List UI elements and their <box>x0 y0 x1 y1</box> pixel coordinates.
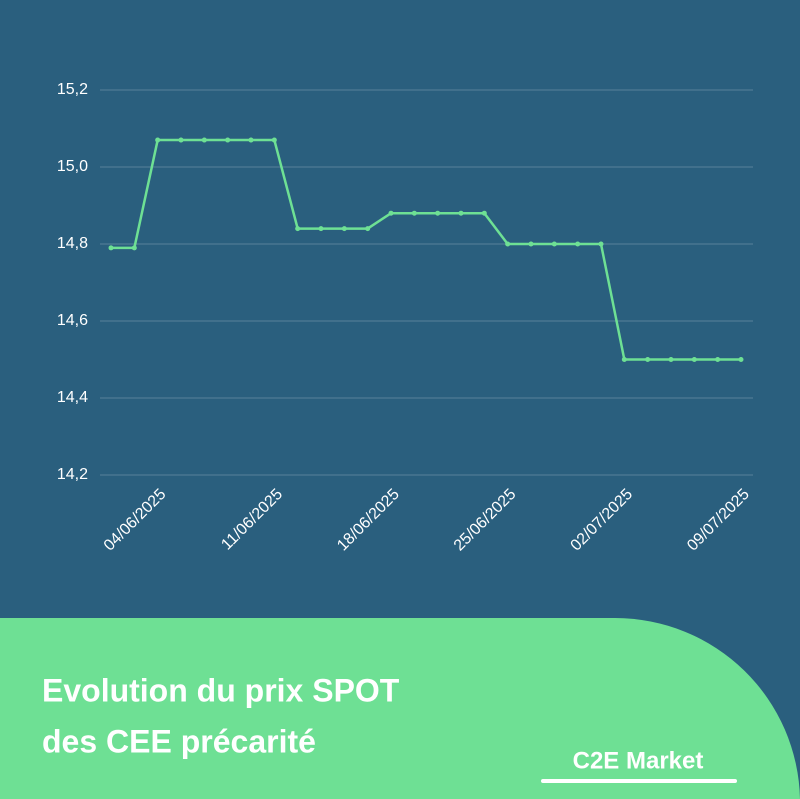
point <box>738 357 744 362</box>
title-line: des CEE précarité <box>42 723 316 759</box>
y-tick-label: 14,2 <box>57 466 88 483</box>
point <box>318 226 324 232</box>
line <box>111 138 741 361</box>
point <box>528 241 534 247</box>
point <box>271 137 277 143</box>
point <box>131 245 137 251</box>
y-tick-label: 14,6 <box>57 312 88 329</box>
point <box>481 210 487 216</box>
point <box>178 137 184 143</box>
point <box>598 241 604 247</box>
point <box>225 137 231 143</box>
point <box>505 241 511 247</box>
point <box>155 137 161 143</box>
point <box>248 137 254 143</box>
point <box>645 357 651 362</box>
y-tick-label: 14,8 <box>57 235 88 252</box>
brand: C2E Market <box>573 747 704 774</box>
point <box>108 245 114 251</box>
point <box>388 210 394 216</box>
point <box>551 241 557 247</box>
footer-panel <box>0 617 800 799</box>
point <box>691 357 697 362</box>
y-tick-label: 15,0 <box>57 158 88 175</box>
point <box>201 137 207 143</box>
point <box>365 226 371 232</box>
point <box>575 241 581 247</box>
title-line: Evolution du prix SPOT <box>42 672 400 708</box>
y-tick-label: 14,4 <box>57 389 88 406</box>
point <box>668 357 674 362</box>
point <box>435 210 441 216</box>
point <box>411 210 417 216</box>
point <box>621 357 627 362</box>
y-tick-label: 15,2 <box>57 81 88 98</box>
point <box>715 357 721 362</box>
point <box>295 226 301 232</box>
point <box>458 210 464 216</box>
point <box>341 226 347 232</box>
